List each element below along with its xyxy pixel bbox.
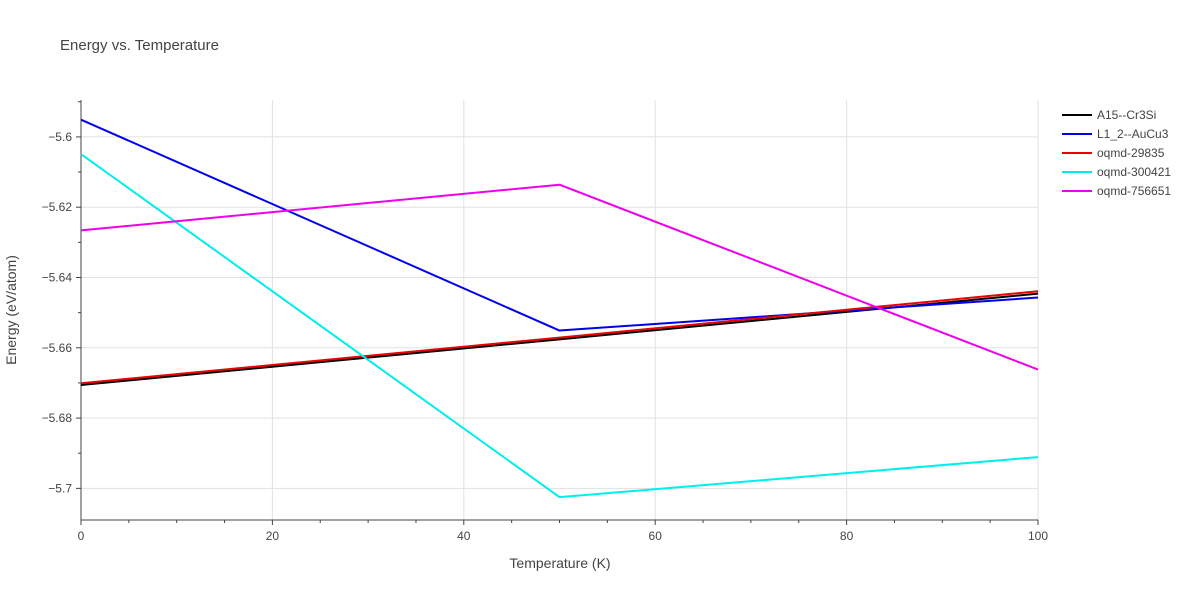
chart-title: Energy vs. Temperature <box>60 37 219 54</box>
x-tick-label: 100 <box>1028 529 1048 543</box>
x-tick-label: 0 <box>78 529 85 543</box>
y-tick-label: −5.68 <box>42 411 73 425</box>
x-tick-label: 20 <box>266 529 280 543</box>
y-tick-label: −5.62 <box>42 200 73 214</box>
x-tick-label: 60 <box>649 529 663 543</box>
series-line-oqmd-29835 <box>80 290 1039 385</box>
series-line-oqmd-300421 <box>80 153 1039 499</box>
legend-item[interactable]: L1_2--AuCu3 <box>1062 127 1169 141</box>
x-tick-label: 40 <box>457 529 471 543</box>
y-tick-label: −5.66 <box>42 341 73 355</box>
legend-item[interactable]: oqmd-29835 <box>1062 146 1165 160</box>
series-layer <box>80 118 1039 499</box>
series-line-L1_2--AuCu3 <box>80 118 1039 332</box>
tick-labels: 0 20 40 60 80 100 −5.6 −5.62 −5.64 −5.66 −5.68 −5.7 <box>42 130 1049 543</box>
series-line-oqmd-756651 <box>80 183 1039 371</box>
legend-label: oqmd-756651 <box>1097 184 1171 198</box>
legend-label: L1_2--AuCu3 <box>1097 127 1169 141</box>
x-tick-label: 80 <box>840 529 854 543</box>
grid-layer <box>81 100 1039 520</box>
legend-item[interactable]: A15--Cr3Si <box>1062 108 1156 122</box>
legend-label: oqmd-300421 <box>1097 165 1171 179</box>
y-tick-label: −5.6 <box>48 130 72 144</box>
legend-label: A15--Cr3Si <box>1097 108 1156 122</box>
y-tick-label: −5.7 <box>48 481 72 495</box>
legend-item[interactable]: oqmd-300421 <box>1062 165 1171 179</box>
legend-label: oqmd-29835 <box>1097 146 1165 160</box>
axes-layer <box>76 100 1039 525</box>
legend-item[interactable]: oqmd-756651 <box>1062 184 1171 198</box>
legend[interactable]: A15--Cr3Si L1_2--AuCu3 oqmd-29835 oqmd-3004… <box>1062 108 1171 198</box>
x-axis-title: Temperature (K) <box>509 555 610 571</box>
y-axis-title: Energy (eV/atom) <box>3 255 19 365</box>
y-tick-label: −5.64 <box>42 270 73 284</box>
